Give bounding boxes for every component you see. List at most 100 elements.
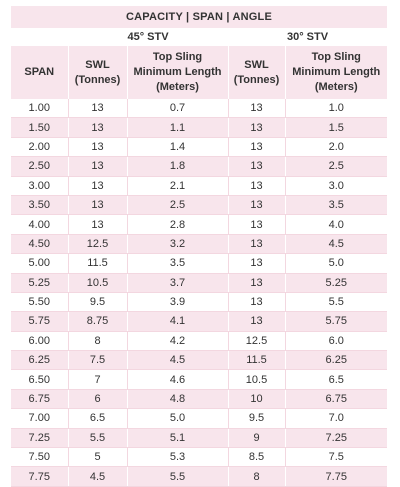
cell-length-45: 3.7 [127, 273, 229, 293]
table-row: 1.00 13 0.7 13 1.0 [11, 99, 388, 119]
cell-swl-30: 13 [228, 117, 286, 138]
angle-row: 45° STV 30° STV [11, 28, 388, 46]
cell-swl-30: 13 [228, 234, 286, 255]
cell-span: 7.25 [11, 428, 69, 449]
cell-length-30: 7.75 [285, 466, 388, 487]
cell-swl-30: 8.5 [228, 447, 286, 468]
cell-length-45: 1.4 [127, 137, 229, 158]
table-row: 7.25 5.5 5.1 9 7.25 [11, 428, 388, 449]
cell-length-30: 1.0 [285, 99, 388, 119]
table-row: 5.00 11.5 3.5 13 5.0 [11, 253, 388, 274]
cell-span: 6.50 [11, 369, 69, 390]
cell-span: 6.25 [11, 350, 69, 371]
cell-swl-30: 11.5 [228, 350, 286, 371]
cell-swl-45: 13 [68, 214, 128, 235]
cell-length-45: 2.5 [127, 195, 229, 216]
cell-length-30: 2.5 [285, 156, 388, 177]
cell-span: 4.50 [11, 234, 69, 255]
cell-length-45: 5.3 [127, 447, 229, 468]
cell-swl-45: 10.5 [68, 273, 128, 293]
cell-span: 1.50 [11, 117, 69, 138]
cell-length-45: 3.9 [127, 292, 229, 313]
cell-length-30: 7.5 [285, 447, 388, 468]
cell-swl-45: 5.5 [68, 428, 128, 449]
table-row: 3.00 13 2.1 13 3.0 [11, 176, 388, 196]
cell-span: 7.50 [11, 447, 69, 468]
cell-length-45: 3.5 [127, 253, 229, 274]
table-title-row: CAPACITY | SPAN | ANGLE [11, 6, 388, 28]
cell-length-45: 1.8 [127, 156, 229, 177]
cell-swl-45: 7.5 [68, 350, 128, 371]
cell-length-45: 2.1 [127, 176, 229, 196]
cell-span: 3.50 [11, 195, 69, 216]
table-row: 4.00 13 2.8 13 4.0 [11, 214, 388, 235]
cell-swl-30: 10.5 [228, 369, 286, 390]
cell-swl-45: 13 [68, 99, 128, 119]
cell-length-45: 5.5 [127, 466, 229, 487]
header-swl-30: SWL (Tonnes) [228, 46, 286, 99]
cell-swl-45: 7 [68, 369, 128, 390]
cell-swl-30: 9.5 [228, 408, 286, 429]
table-row: 3.50 13 2.5 13 3.5 [11, 195, 388, 216]
cell-swl-45: 5 [68, 447, 128, 468]
cell-length-45: 5.0 [127, 408, 229, 429]
cell-span: 2.50 [11, 156, 69, 177]
cell-swl-30: 13 [228, 292, 286, 313]
cell-swl-30: 13 [228, 176, 286, 196]
header-swl-45: SWL (Tonnes) [68, 46, 128, 99]
cell-swl-30: 9 [228, 428, 286, 449]
cell-span: 7.00 [11, 408, 69, 429]
cell-length-45: 4.5 [127, 350, 229, 371]
cell-length-30: 5.25 [285, 273, 388, 293]
cell-length-30: 3.5 [285, 195, 388, 216]
cell-length-30: 7.25 [285, 428, 388, 449]
cell-length-45: 4.1 [127, 311, 229, 332]
cell-span: 6.75 [11, 389, 69, 410]
cell-span: 3.00 [11, 176, 69, 196]
cell-swl-45: 4.5 [68, 466, 128, 487]
cell-length-30: 6.75 [285, 389, 388, 410]
cell-length-45: 2.8 [127, 214, 229, 235]
table-row: 4.50 12.5 3.2 13 4.5 [11, 234, 388, 255]
cell-swl-30: 13 [228, 156, 286, 177]
cell-swl-45: 6.5 [68, 408, 128, 429]
cell-length-30: 5.75 [285, 311, 388, 332]
cell-swl-30: 13 [228, 253, 286, 274]
cell-swl-30: 12.5 [228, 331, 286, 352]
cell-length-30: 1.5 [285, 117, 388, 138]
cell-span: 2.00 [11, 137, 69, 158]
angle-45-label: 45° STV [68, 28, 228, 46]
header-span: SPAN [11, 46, 69, 99]
cell-span: 5.25 [11, 273, 69, 293]
column-header-row: SPAN SWL (Tonnes) Top Sling Minimum Leng… [11, 46, 388, 99]
cell-span: 5.75 [11, 311, 69, 332]
cell-length-30: 5.0 [285, 253, 388, 274]
cell-length-45: 4.2 [127, 331, 229, 352]
cell-span: 4.00 [11, 214, 69, 235]
cell-length-30: 6.5 [285, 369, 388, 390]
cell-swl-45: 8.75 [68, 311, 128, 332]
table-row: 6.50 7 4.6 10.5 6.5 [11, 369, 388, 390]
cell-swl-45: 13 [68, 117, 128, 138]
cell-length-30: 6.0 [285, 331, 388, 352]
cell-span: 7.75 [11, 466, 69, 487]
cell-swl-45: 12.5 [68, 234, 128, 255]
cell-length-45: 5.1 [127, 428, 229, 449]
cell-span: 1.00 [11, 99, 69, 119]
cell-swl-30: 10 [228, 389, 286, 410]
table-row: 5.75 8.75 4.1 13 5.75 [11, 311, 388, 332]
cell-swl-45: 13 [68, 176, 128, 196]
cell-swl-45: 13 [68, 137, 128, 158]
table-row: 1.50 13 1.1 13 1.5 [11, 117, 388, 138]
cell-length-45: 0.7 [127, 99, 229, 119]
table-row: 2.50 13 1.8 13 2.5 [11, 156, 388, 177]
cell-length-30: 4.0 [285, 214, 388, 235]
cell-swl-45: 11.5 [68, 253, 128, 274]
cell-length-45: 4.6 [127, 369, 229, 390]
header-length-30: Top Sling Minimum Length (Meters) [285, 46, 388, 99]
table-row: 7.75 4.5 5.5 8 7.75 [11, 466, 388, 487]
cell-swl-30: 13 [228, 99, 286, 119]
cell-swl-30: 13 [228, 137, 286, 158]
cell-length-30: 2.0 [285, 137, 388, 158]
cell-swl-30: 13 [228, 214, 286, 235]
